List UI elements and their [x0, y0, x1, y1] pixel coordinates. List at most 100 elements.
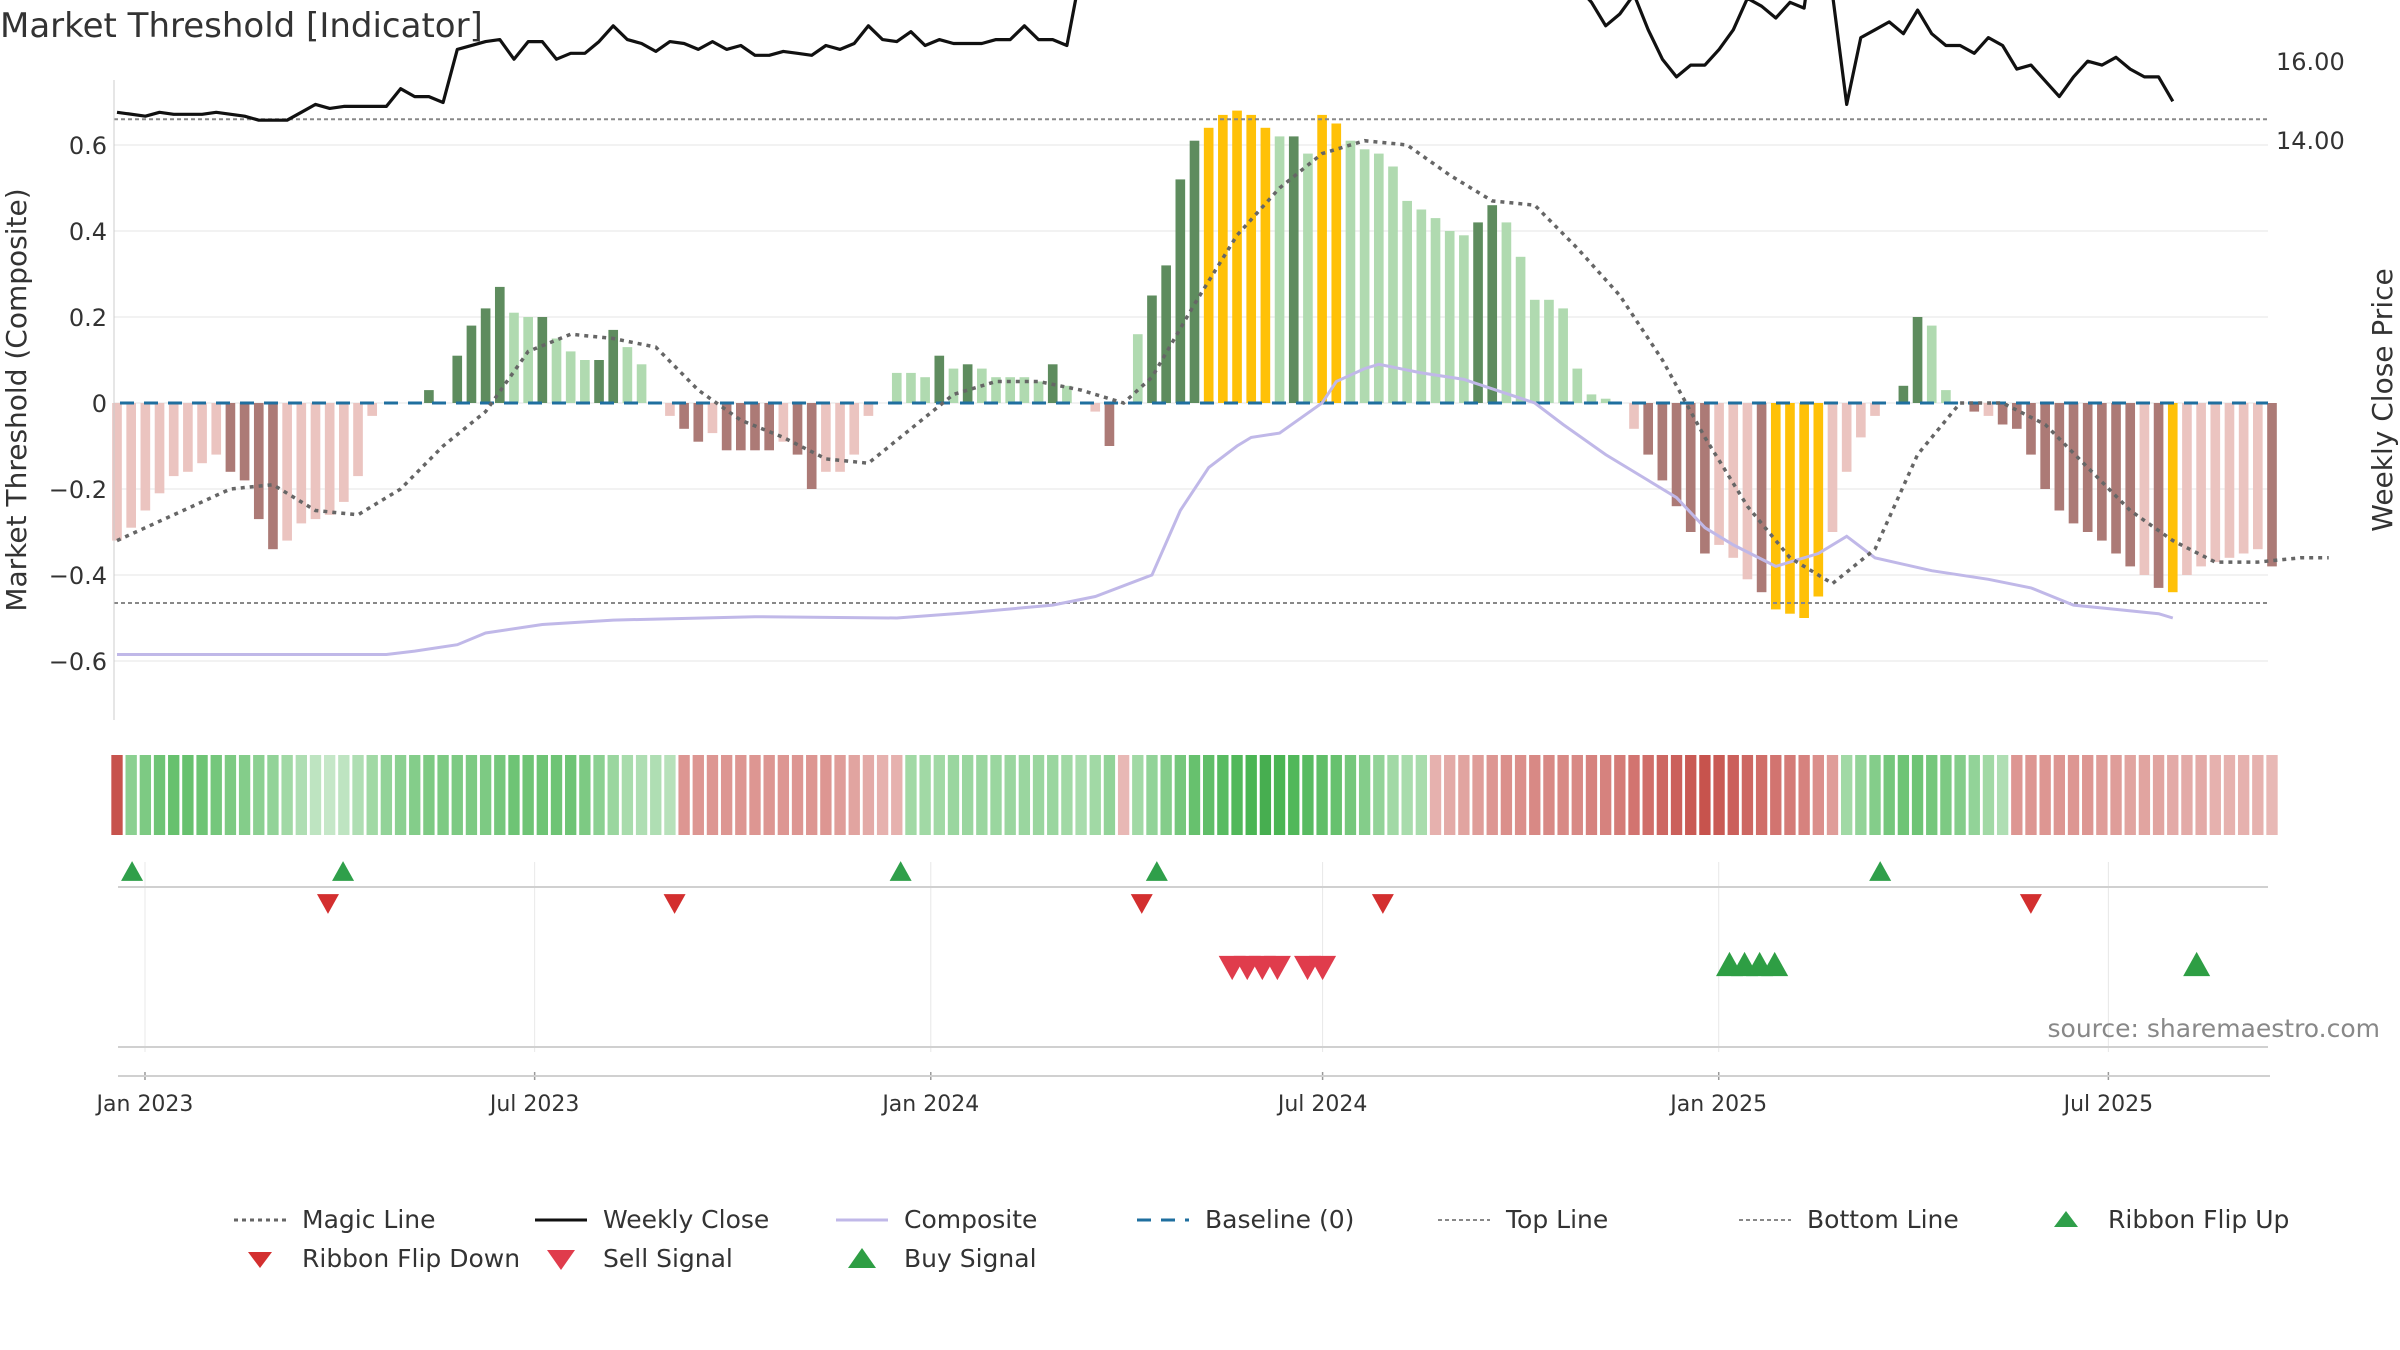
y-axis-label-left: Market Threshold (Composite) — [0, 188, 33, 611]
ribbon-segment — [1514, 755, 1527, 835]
composite-bar — [1303, 153, 1313, 403]
composite-bar — [2097, 403, 2107, 541]
composite-bar — [1728, 403, 1739, 558]
ribbon-segment — [2152, 755, 2165, 835]
composite-bar — [480, 308, 491, 403]
ribbon-segment — [891, 755, 903, 835]
composite-bar — [1147, 295, 1157, 403]
buy-signal-marker — [2183, 951, 2211, 977]
composite-bar — [665, 403, 675, 416]
ribbon-segment — [253, 755, 265, 835]
ribbon-segment — [1259, 755, 1272, 835]
ribbon-segment — [2025, 755, 2037, 835]
composite-bar — [721, 403, 732, 451]
ribbon-segment — [409, 755, 421, 835]
ribbon-segment — [791, 755, 804, 835]
ribbon-segment — [465, 755, 478, 835]
ribbon-segment — [1798, 755, 1810, 835]
composite-bar — [1359, 149, 1370, 403]
ribbon-segment — [309, 755, 322, 835]
ribbon-flip-down-marker — [1130, 894, 1153, 914]
ribbon-segment — [635, 755, 648, 835]
composite-bar — [1685, 403, 1696, 532]
composite-bar — [778, 403, 789, 442]
ribbon-segment — [1018, 755, 1031, 835]
y-tick-label-right: 16.00 — [2276, 48, 2345, 76]
composite-bar — [565, 351, 576, 403]
legend-row: Ribbon Flip Down Sell Signal Buy Signal — [230, 1239, 2380, 1278]
ribbon-segment — [380, 755, 393, 835]
ribbon-segment — [550, 755, 563, 835]
chart-legend: Magic Line Weekly Close Composite Baseli… — [230, 1200, 2380, 1278]
ribbon-segment — [777, 755, 790, 835]
ribbon-segment — [352, 755, 364, 835]
ribbon-segment — [1458, 755, 1470, 835]
ribbon-segment — [2096, 755, 2108, 835]
ribbon-segment — [1344, 755, 1357, 835]
composite-bar — [1515, 256, 1526, 403]
ribbon-segment — [1174, 755, 1186, 835]
y-tick-label-left: 0.6 — [69, 132, 107, 160]
ribbon-segment — [2209, 755, 2221, 835]
ribbon-segment — [1841, 755, 1853, 835]
legend-label: Weekly Close — [603, 1205, 770, 1234]
ribbon-segment — [1004, 755, 1016, 835]
composite-bar — [1841, 403, 1852, 472]
composite-bar — [594, 360, 604, 403]
composite-bar — [849, 403, 860, 455]
ribbon-segment — [1713, 755, 1725, 835]
composite-bar — [1189, 140, 1200, 403]
composite-bar — [1232, 110, 1242, 403]
ribbon-segment — [579, 755, 591, 835]
y-tick-label-left: 0.4 — [69, 218, 107, 246]
composite-bar — [1331, 123, 1342, 403]
composite-bar — [112, 403, 122, 541]
composite-bar — [580, 360, 590, 403]
legend-label: Ribbon Flip Down — [302, 1244, 521, 1273]
composite-bar — [1544, 299, 1554, 403]
composite-bar — [1161, 265, 1171, 403]
composite-bar — [2139, 403, 2150, 575]
composite-bar — [608, 329, 619, 403]
x-tick-label: Jul 2024 — [1276, 1092, 1368, 1117]
composite-bar — [835, 403, 845, 472]
ribbon-segment — [1245, 755, 1257, 835]
ribbon-segment — [933, 755, 945, 835]
ribbon-segment — [1387, 755, 1399, 835]
composite-bar — [764, 403, 774, 451]
ribbon-segment — [2124, 755, 2136, 835]
composite-bar — [452, 355, 463, 403]
composite-bar — [1416, 209, 1427, 403]
ribbon-segment — [1486, 755, 1498, 835]
composite-bar — [948, 368, 959, 403]
ribbon-segment — [1883, 755, 1895, 835]
ribbon-segment — [153, 755, 166, 835]
legend-item-bottom-line: Bottom Line — [1735, 1205, 2036, 1234]
composite-bar — [225, 403, 236, 472]
ribbon-segment — [678, 755, 690, 835]
ribbon-segment — [1444, 755, 1456, 835]
y-tick-label-left: −0.6 — [49, 648, 107, 676]
ribbon-segment — [238, 755, 251, 835]
composite-bar — [1090, 403, 1101, 412]
ribbon-flip-up-marker — [889, 861, 912, 881]
composite-bar — [679, 403, 689, 429]
ribbon-segment — [1302, 755, 1314, 835]
ribbon-segment — [1543, 755, 1555, 835]
composite-bar — [1813, 403, 1824, 597]
ribbon-segment — [1160, 755, 1172, 835]
ribbon-segment — [1897, 755, 1910, 835]
ribbon-segment — [1316, 755, 1328, 835]
ribbon-segment — [1188, 755, 1201, 835]
composite-bar — [1019, 377, 1030, 403]
weekly-close-line — [116, 0, 2175, 122]
ribbon-segment — [1727, 755, 1739, 835]
composite-bar — [1770, 403, 1781, 610]
ribbon-segment — [919, 755, 931, 835]
composite-bar — [1402, 200, 1412, 403]
ribbon-segment — [1911, 755, 1924, 835]
ribbon-segment — [111, 755, 123, 835]
ribbon-segment — [876, 755, 889, 835]
legend-label: Composite — [904, 1205, 1038, 1234]
